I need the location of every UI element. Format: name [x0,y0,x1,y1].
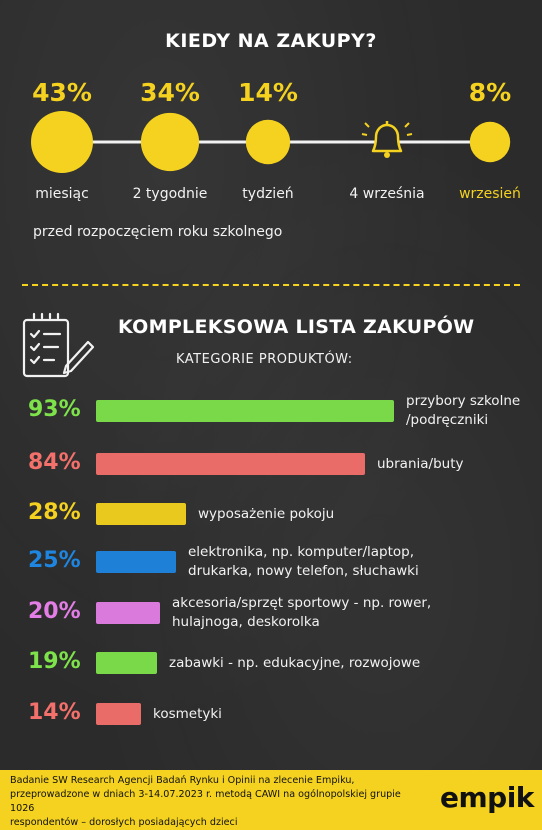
timeline-category-label: miesiąc [35,186,89,202]
bar-value-label: 28% [28,500,81,525]
empik-logo: empik [440,781,534,814]
bar-category-label: zabawki - np. edukacyjne, rozwojowe [169,654,420,673]
bar-value-label: 93% [28,397,81,422]
timeline-category-label: tydzień [242,186,294,202]
bar-value-label: 20% [28,599,81,624]
bar-value-label: 14% [28,700,81,725]
timeline-category-label: wrzesień [459,186,521,202]
bar-category-label-line: akcesoria/sprzęt sportowy - np. rower, [172,595,432,611]
timeline-dot [245,119,291,165]
bar-category-label-line: wyposażenie pokoju [198,505,335,522]
bar-category-label-line: kosmetyki [153,705,222,722]
timeline-value-label: 34% [140,78,200,107]
categories-subtitle: KATEGORIE PRODUKTÓW: [176,352,353,367]
survey-note-line: przeprowadzone w dniach 3-14.07.2023 r. … [10,789,401,814]
bar-category-label: ubrania/buty [377,455,463,474]
survey-note-line: Badanie SW Research Agencji Badań Rynku … [10,775,355,786]
bar-category-label: wyposażenie pokoju [198,505,334,524]
bar [96,652,157,674]
section-divider [22,284,520,286]
bar [96,703,141,725]
bar [96,503,186,525]
timeline-category-label: 4 września [349,186,425,202]
bar [96,453,365,475]
survey-note: Badanie SW Research Agencji Badań Rynku … [10,774,420,830]
timeline-value-label: 8% [468,78,512,107]
timeline-dot [469,121,511,163]
bar-category-label: przybory szkolne/podręczniki [406,392,520,430]
bar-category-label: elektronika, np. komputer/laptop, drukark… [188,543,419,581]
bar [96,551,176,573]
bar-category-label-line: ubrania/buty [377,455,464,472]
bar-category-label-line: drukarka, nowy telefon, słuchawki [188,563,419,579]
timeline-value-label: 14% [238,78,298,107]
timeline-dot [31,111,93,173]
bar-value-label: 19% [28,649,81,674]
timing-title: KIEDY NA ZAKUPY? [165,30,377,52]
bar [96,400,394,422]
bar-value-label: 25% [28,548,81,573]
timeline-dot [140,112,200,172]
timing-note: przed rozpoczęciem roku szkolnego [33,224,283,240]
shopping-list-title: KOMPLEKSOWA LISTA ZAKUPÓW [118,316,475,338]
bell-icon [361,121,413,158]
bar-value-label: 84% [28,450,81,475]
bar-category-label-line: hulajnoga, deskorolka [172,614,320,630]
checklist-icon [22,312,95,378]
bar-category-label-line: elektronika, np. komputer/laptop, [188,544,415,560]
bar-category-label: kosmetyki [153,705,222,724]
timeline-category-label: 2 tygodnie [132,186,208,202]
survey-note-line: respondentów – dorosłych posiadających d… [10,817,238,828]
timing-chart [31,111,511,173]
timeline-value-label: 43% [32,78,92,107]
bar-category-label-line: zabawki - np. edukacyjne, rozwojowe [169,654,421,671]
bar-category-label-line: przybory szkolne [406,393,521,409]
bar [96,602,160,624]
bar-category-label-line: /podręczniki [406,412,489,428]
footer [0,770,542,830]
bar-category-label: akcesoria/sprzęt sportowy - np. rower, hu… [172,594,431,632]
